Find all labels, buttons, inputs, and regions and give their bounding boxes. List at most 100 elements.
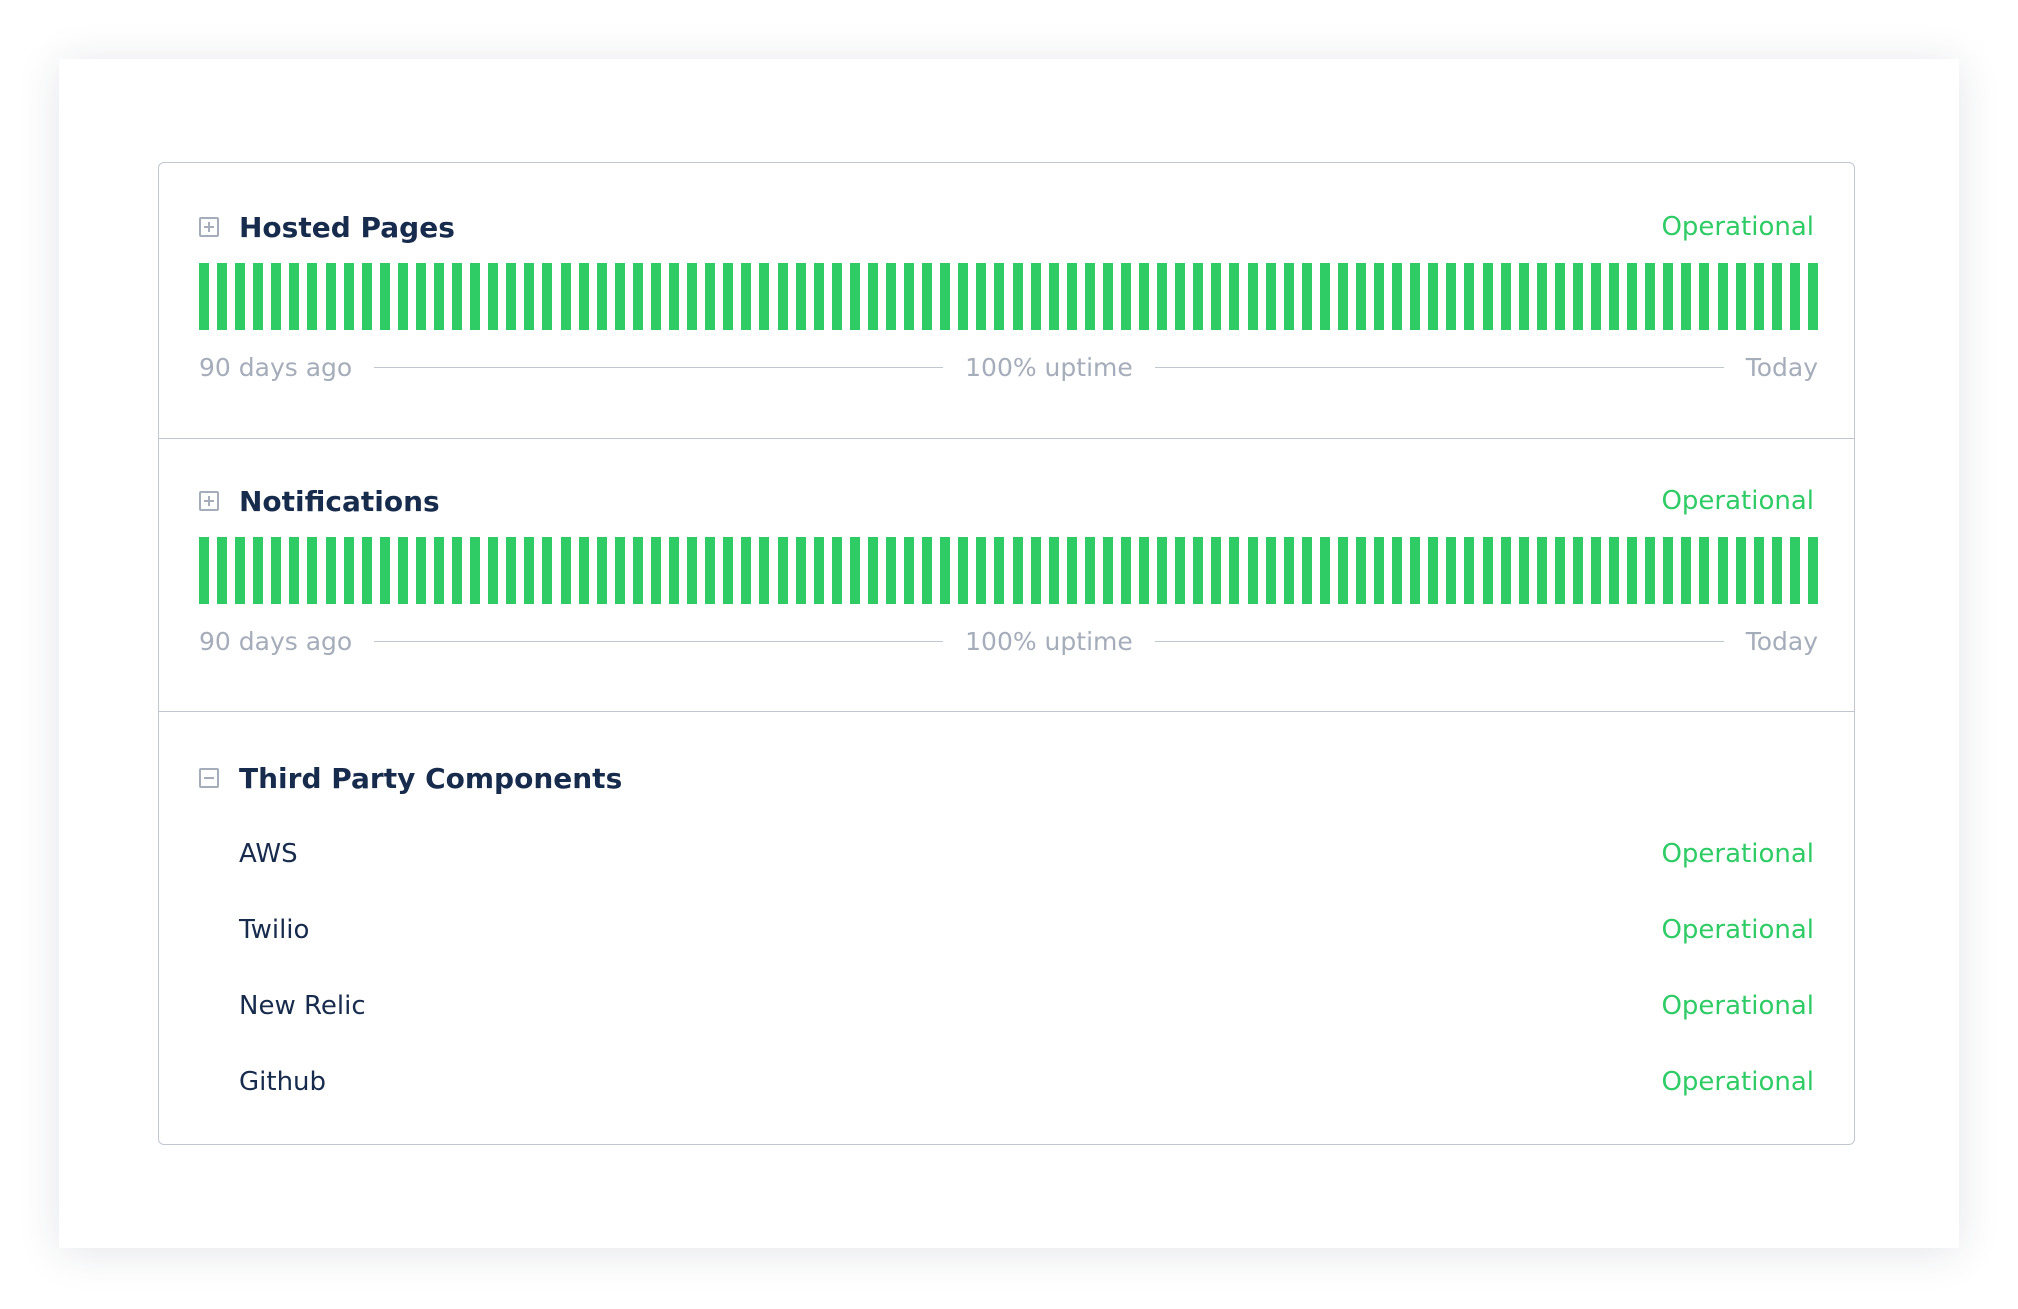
uptime-day-bar[interactable] (1572, 263, 1583, 330)
uptime-day-bar[interactable] (1319, 537, 1330, 604)
uptime-day-bar[interactable] (958, 263, 969, 330)
uptime-day-bar[interactable] (1084, 537, 1095, 604)
uptime-day-bar[interactable] (379, 263, 390, 330)
uptime-day-bar[interactable] (813, 537, 824, 604)
uptime-day-bar[interactable] (705, 263, 716, 330)
uptime-day-bar[interactable] (795, 263, 806, 330)
uptime-day-bar[interactable] (1663, 537, 1674, 604)
uptime-day-bar[interactable] (1084, 263, 1095, 330)
uptime-day-bar[interactable] (976, 263, 987, 330)
uptime-day-bar[interactable] (669, 537, 680, 604)
uptime-day-bar[interactable] (831, 263, 842, 330)
uptime-day-bar[interactable] (1247, 537, 1258, 604)
uptime-day-bar[interactable] (199, 263, 209, 330)
uptime-day-bar[interactable] (524, 263, 535, 330)
uptime-day-bar[interactable] (415, 263, 426, 330)
uptime-day-bar[interactable] (361, 537, 372, 604)
uptime-day-bar[interactable] (1464, 263, 1475, 330)
uptime-day-bar[interactable] (813, 263, 824, 330)
uptime-day-bar[interactable] (1265, 263, 1276, 330)
uptime-day-bar[interactable] (1066, 537, 1077, 604)
uptime-day-bar[interactable] (1789, 537, 1800, 604)
uptime-day-bar[interactable] (1319, 263, 1330, 330)
uptime-day-bar[interactable] (1211, 537, 1222, 604)
uptime-day-bar[interactable] (397, 263, 408, 330)
uptime-day-bar[interactable] (994, 537, 1005, 604)
uptime-day-bar[interactable] (1139, 263, 1150, 330)
uptime-day-bar[interactable] (614, 263, 625, 330)
uptime-day-bar[interactable] (1301, 263, 1312, 330)
uptime-day-bar[interactable] (560, 537, 571, 604)
uptime-day-bar[interactable] (1627, 537, 1638, 604)
uptime-day-bar[interactable] (470, 537, 481, 604)
uptime-day-bar[interactable] (940, 537, 951, 604)
uptime-day-bar[interactable] (452, 537, 463, 604)
uptime-day-bar[interactable] (1356, 263, 1366, 330)
uptime-day-bar[interactable] (922, 537, 933, 604)
uptime-day-bar[interactable] (1193, 263, 1204, 330)
uptime-day-bar[interactable] (578, 263, 589, 330)
uptime-day-bar[interactable] (560, 263, 571, 330)
expand-icon[interactable] (199, 217, 219, 237)
uptime-day-bar[interactable] (1518, 263, 1529, 330)
uptime-day-bar[interactable] (415, 537, 426, 604)
uptime-day-bar[interactable] (1591, 537, 1602, 604)
uptime-day-bar[interactable] (271, 263, 282, 330)
uptime-day-bar[interactable] (1699, 537, 1710, 604)
uptime-day-bar[interactable] (741, 263, 752, 330)
uptime-day-bar[interactable] (958, 537, 969, 604)
uptime-day-bar[interactable] (904, 537, 915, 604)
uptime-day-bar[interactable] (1663, 263, 1674, 330)
uptime-day-bar[interactable] (1735, 263, 1746, 330)
uptime-day-bar[interactable] (1356, 537, 1366, 604)
uptime-day-bar[interactable] (1229, 263, 1240, 330)
uptime-day-bar[interactable] (976, 537, 987, 604)
uptime-day-bar[interactable] (1102, 263, 1113, 330)
uptime-day-bar[interactable] (1175, 537, 1186, 604)
uptime-day-bar[interactable] (650, 537, 661, 604)
uptime-day-bar[interactable] (1500, 537, 1511, 604)
uptime-day-bar[interactable] (867, 263, 878, 330)
uptime-day-bar[interactable] (1120, 537, 1131, 604)
uptime-day-bar[interactable] (1374, 263, 1385, 330)
uptime-day-bar[interactable] (1771, 537, 1782, 604)
uptime-day-bar[interactable] (1211, 263, 1222, 330)
uptime-day-bar[interactable] (542, 263, 553, 330)
uptime-day-bar[interactable] (235, 537, 246, 604)
uptime-day-bar[interactable] (1609, 537, 1620, 604)
uptime-day-bar[interactable] (217, 263, 228, 330)
uptime-day-bar[interactable] (1157, 263, 1168, 330)
uptime-day-bar[interactable] (325, 263, 336, 330)
uptime-day-bar[interactable] (723, 263, 734, 330)
collapse-icon[interactable] (199, 768, 219, 788)
uptime-day-bar[interactable] (578, 537, 589, 604)
uptime-day-bar[interactable] (379, 537, 390, 604)
uptime-day-bar[interactable] (669, 263, 680, 330)
uptime-day-bar[interactable] (1392, 537, 1403, 604)
uptime-day-bar[interactable] (1157, 537, 1168, 604)
uptime-day-bar[interactable] (1735, 537, 1746, 604)
uptime-day-bar[interactable] (235, 263, 246, 330)
uptime-day-bar[interactable] (849, 263, 860, 330)
uptime-day-bar[interactable] (289, 537, 300, 604)
uptime-day-bar[interactable] (289, 263, 300, 330)
uptime-day-bar[interactable] (759, 263, 770, 330)
uptime-day-bar[interactable] (867, 537, 878, 604)
uptime-day-bar[interactable] (361, 263, 372, 330)
uptime-day-bar[interactable] (199, 537, 209, 604)
uptime-day-bar[interactable] (1753, 537, 1764, 604)
uptime-day-bar[interactable] (1410, 263, 1421, 330)
uptime-day-bar[interactable] (632, 537, 643, 604)
uptime-day-bar[interactable] (1807, 537, 1818, 604)
uptime-day-bar[interactable] (1536, 263, 1547, 330)
uptime-day-bar[interactable] (687, 263, 698, 330)
uptime-day-bar[interactable] (849, 537, 860, 604)
uptime-day-bar[interactable] (325, 537, 336, 604)
uptime-day-bar[interactable] (1645, 263, 1656, 330)
uptime-day-bar[interactable] (1030, 263, 1041, 330)
uptime-day-bar[interactable] (1717, 263, 1728, 330)
uptime-day-bar[interactable] (397, 537, 408, 604)
uptime-day-bar[interactable] (1482, 263, 1493, 330)
uptime-day-bar[interactable] (1500, 263, 1511, 330)
uptime-day-bar[interactable] (723, 537, 734, 604)
